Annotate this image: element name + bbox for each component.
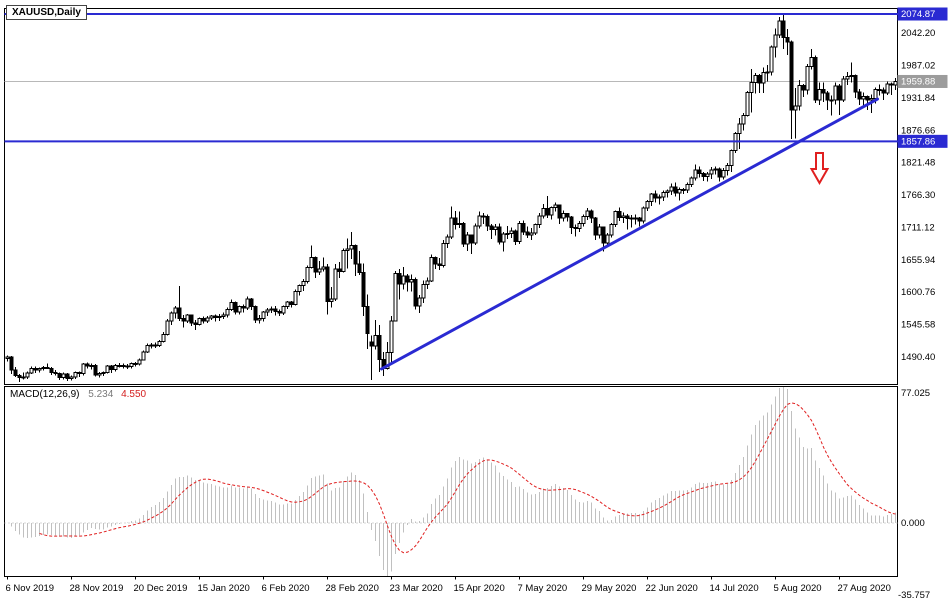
price-tick-label: 1545.58 (901, 320, 935, 331)
price-line-label-bg (897, 134, 948, 148)
macd-zero-label: 0.000 (901, 518, 925, 529)
price-line-label: 1959.88 (901, 76, 935, 87)
chart-objects[interactable] (4, 13, 898, 371)
macd-signal-value: 4.550 (121, 389, 147, 400)
price-tick-label: 1821.48 (901, 158, 935, 169)
price-tick-label: 1711.12 (901, 222, 935, 233)
time-tick-label: 6 Nov 2019 (6, 583, 55, 594)
macd-main-value: 5.234 (88, 389, 114, 400)
price-tick-label: 1876.66 (901, 125, 935, 136)
time-tick-label: 6 Feb 2020 (262, 583, 310, 594)
price-tick-label: 1931.84 (901, 93, 935, 104)
macd-max-label: 77.025 (901, 388, 930, 399)
time-tick-label: 29 May 2020 (582, 583, 637, 594)
time-tick-label: 15 Apr 2020 (454, 583, 505, 594)
macd-signal-line (39, 402, 896, 554)
time-tick-label: 15 Jan 2020 (198, 583, 250, 594)
time-tick-label: 14 Jul 2020 (710, 583, 759, 594)
indicator-axis[interactable]: 77.025 0.000 -35.757 (898, 388, 930, 600)
time-tick-label: 22 Jun 2020 (646, 583, 698, 594)
price-line-label: 2074.87 (901, 9, 935, 20)
price-tick-label: 1766.30 (901, 190, 935, 201)
price-tick-label: 1600.76 (901, 287, 935, 298)
time-axis[interactable]: 6 Nov 2019 28 Nov 2019 20 Dec 2019 15 Jan 2… (6, 576, 891, 595)
symbol-timeframe-label: XAUUSD,Daily (6, 5, 87, 20)
macd-histogram (11, 387, 896, 576)
time-tick-label: 28 Feb 2020 (326, 583, 379, 594)
time-tick-label: 23 Mar 2020 (390, 583, 443, 594)
price-axis[interactable]: 2042.20 1987.02 1931.84 1876.66 1821.48 1766.… (897, 7, 948, 363)
time-tick-label: 28 Nov 2019 (70, 583, 124, 594)
time-tick-label: 7 May 2020 (518, 583, 568, 594)
time-tick-label: 20 Dec 2019 (134, 583, 188, 594)
time-tick-label: 27 Aug 2020 (838, 583, 891, 594)
macd-name: MACD(12,26,9) (10, 389, 80, 400)
macd-min-label: -35.757 (898, 590, 930, 600)
down-arrow-annotation[interactable] (809, 151, 830, 186)
candlestick-series[interactable] (5, 13, 898, 382)
price-tick-label: 1987.02 (901, 61, 935, 72)
price-tick-label: 1490.40 (901, 352, 935, 363)
price-line-label: 1857.86 (901, 136, 935, 147)
macd-indicator-label: MACD(12,26,9) 5.234 4.550 (10, 389, 146, 400)
time-tick-label: 5 Aug 2020 (774, 583, 822, 594)
price-line-label-bg (897, 74, 948, 88)
price-tick-label: 2042.20 (901, 28, 935, 39)
pane-borders (4, 8, 898, 577)
price-tick-label: 1655.94 (901, 255, 935, 266)
price-line-label-bg (897, 7, 948, 21)
trendline[interactable] (380, 97, 879, 371)
